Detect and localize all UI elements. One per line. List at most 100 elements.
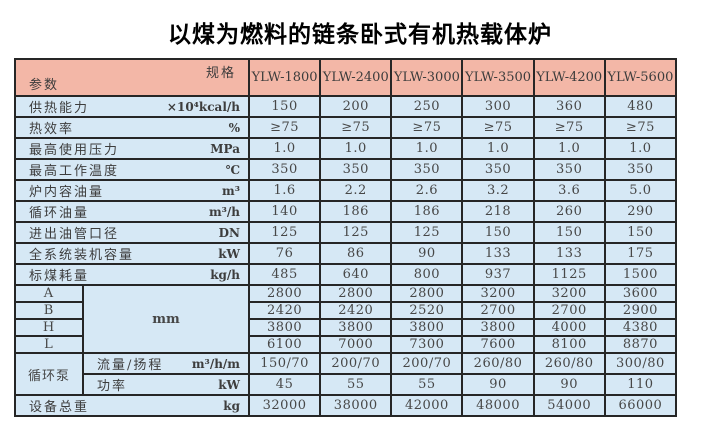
value-cell: 38000 <box>319 394 393 417</box>
row-label-cell: 全系统装机容量 kW <box>14 242 250 265</box>
row-label-cell: 炉内容油量 m³ <box>14 179 250 202</box>
model-column-header: YLW-5600 <box>603 58 678 97</box>
value-cell: 2700 <box>461 301 535 320</box>
value-cell: ≥75 <box>603 116 678 139</box>
value-cell: 200/70 <box>390 352 464 375</box>
value-cell: ≥75 <box>461 116 535 139</box>
dimension-letter-cell: H <box>14 318 84 337</box>
value-cell: 2520 <box>390 301 464 320</box>
value-cell: 1.6 <box>247 179 322 202</box>
value-cell: 2.2 <box>319 179 393 202</box>
model-column-header: YLW-3500 <box>461 58 535 97</box>
value-cell: 260/80 <box>461 352 535 375</box>
row-unit: ℃ <box>225 162 240 177</box>
table-row: L 6100 7000 7300 7600 8100 8870 <box>14 335 678 354</box>
row-label: 最高工作温度 <box>29 164 120 179</box>
value-cell: 3800 <box>390 318 464 337</box>
value-cell: 8100 <box>532 335 606 354</box>
value-cell: 1.0 <box>247 137 322 160</box>
row-label-cell: 最高使用压力 MPa <box>14 137 250 160</box>
value-cell: 3800 <box>461 318 535 337</box>
value-cell: 350 <box>390 158 464 181</box>
value-cell: 1.0 <box>319 137 393 160</box>
diagonal-header-cell: 规格 参数 <box>14 58 250 97</box>
dimension-letter-cell: L <box>14 335 84 354</box>
row-label-cell: 流量/扬程 m³/h/m <box>82 352 250 375</box>
value-cell: 3.6 <box>532 179 606 202</box>
value-cell: 55 <box>319 373 393 396</box>
value-cell: 1.0 <box>603 137 678 160</box>
row-unit: kg <box>223 398 240 413</box>
value-cell: 66000 <box>603 394 678 417</box>
row-unit: DN <box>218 225 240 240</box>
value-cell: 300 <box>461 95 535 118</box>
table-row: 循环泵 流量/扬程 m³/h/m 150/70 200/70 200/70 260/80 26… <box>14 352 678 396</box>
row-label-cell: 标煤耗量 kg/h <box>14 263 250 286</box>
value-cell: 90 <box>532 373 606 396</box>
value-cell: 125 <box>390 221 464 244</box>
header-row: 规格 参数 YLW-1800 YLW-2400 YLW-3000 YLW-350… <box>14 58 678 97</box>
label-unit-wrap: 全系统装机容量 kW <box>17 245 247 263</box>
value-cell: 2.6 <box>390 179 464 202</box>
value-cell: 125 <box>319 221 393 244</box>
value-cell: 2700 <box>532 301 606 320</box>
value-cell: 2900 <box>603 301 678 320</box>
value-cell: 55 <box>390 373 464 396</box>
value-cell: 32000 <box>247 394 322 417</box>
model-column-header: YLW-2400 <box>319 58 393 97</box>
value-cell: 186 <box>390 200 464 223</box>
value-cell: 300/80 <box>603 352 678 375</box>
value-cell: 140 <box>247 200 322 223</box>
row-label-cell: 功率 kW <box>82 373 250 396</box>
value-cell: 90 <box>390 242 464 265</box>
row-label-cell: 循环油量 m³/h <box>14 200 250 223</box>
value-cell: 133 <box>532 242 606 265</box>
value-cell: 2800 <box>390 284 464 303</box>
value-cell: 1500 <box>603 263 678 286</box>
value-cell: 186 <box>319 200 393 223</box>
table-row: H 3800 3800 3800 3800 4000 4380 <box>14 318 678 337</box>
page: 以煤为燃料的链条卧式有机热载体炉 规格 参数 YLW-1800 YLW-2400… <box>0 15 720 417</box>
dimension-letter-cell: A <box>14 284 84 303</box>
value-cell: 54000 <box>532 394 606 417</box>
value-cell: 7000 <box>319 335 393 354</box>
value-cell: 1.0 <box>461 137 535 160</box>
value-cell: 2800 <box>247 284 322 303</box>
value-cell: 480 <box>603 95 678 118</box>
value-cell: 8870 <box>603 335 678 354</box>
row-label-cell: 最高工作温度 ℃ <box>14 158 250 181</box>
label-unit-wrap: 循环油量 m³/h <box>17 203 247 221</box>
row-label-cell: 设备总重 kg <box>14 394 250 417</box>
row-label-cell: 供热能力 ×10⁴kcal/h <box>14 95 250 118</box>
value-cell: ≥75 <box>247 116 322 139</box>
table-row: 设备总重 kg 32000 38000 42000 48000 54000 66000 <box>14 394 678 417</box>
value-cell: 4000 <box>532 318 606 337</box>
label-unit-wrap: 流量/扬程 m³/h/m <box>85 355 247 373</box>
value-cell: 350 <box>603 158 678 181</box>
row-label: 设备总重 <box>29 400 90 415</box>
row-label-cell: 热效率% <box>14 116 250 139</box>
value-cell: 2420 <box>319 301 393 320</box>
value-cell: 485 <box>247 263 322 286</box>
table-row: 标煤耗量 kg/h 485 640 800 937 1125 1500 <box>14 263 678 286</box>
row-label: 流量/扬程 <box>97 358 164 373</box>
table-row: 功率 kW 45 55 55 90 90 110 <box>15 373 678 396</box>
value-cell: 6100 <box>247 335 322 354</box>
value-cell: 150 <box>461 221 535 244</box>
value-cell: 2800 <box>319 284 393 303</box>
value-cell: 4380 <box>603 318 678 337</box>
value-cell: 7300 <box>390 335 464 354</box>
value-cell: 45 <box>247 373 322 396</box>
model-column-header: YLW-4200 <box>532 58 606 97</box>
table-row: B 2420 2420 2520 2700 2700 2900 <box>14 301 678 320</box>
row-label: 进出油管口径 <box>29 227 120 242</box>
row-unit: m³ <box>222 183 240 198</box>
row-unit: m³/h <box>208 204 240 219</box>
value-cell: 2420 <box>247 301 322 320</box>
row-unit: ×10⁴kcal/h <box>166 99 240 114</box>
value-cell: 350 <box>319 158 393 181</box>
row-label: 标煤耗量 <box>29 269 90 284</box>
row-label: 全系统装机容量 <box>29 248 135 263</box>
label-unit-wrap: 最高工作温度 ℃ <box>17 161 247 179</box>
